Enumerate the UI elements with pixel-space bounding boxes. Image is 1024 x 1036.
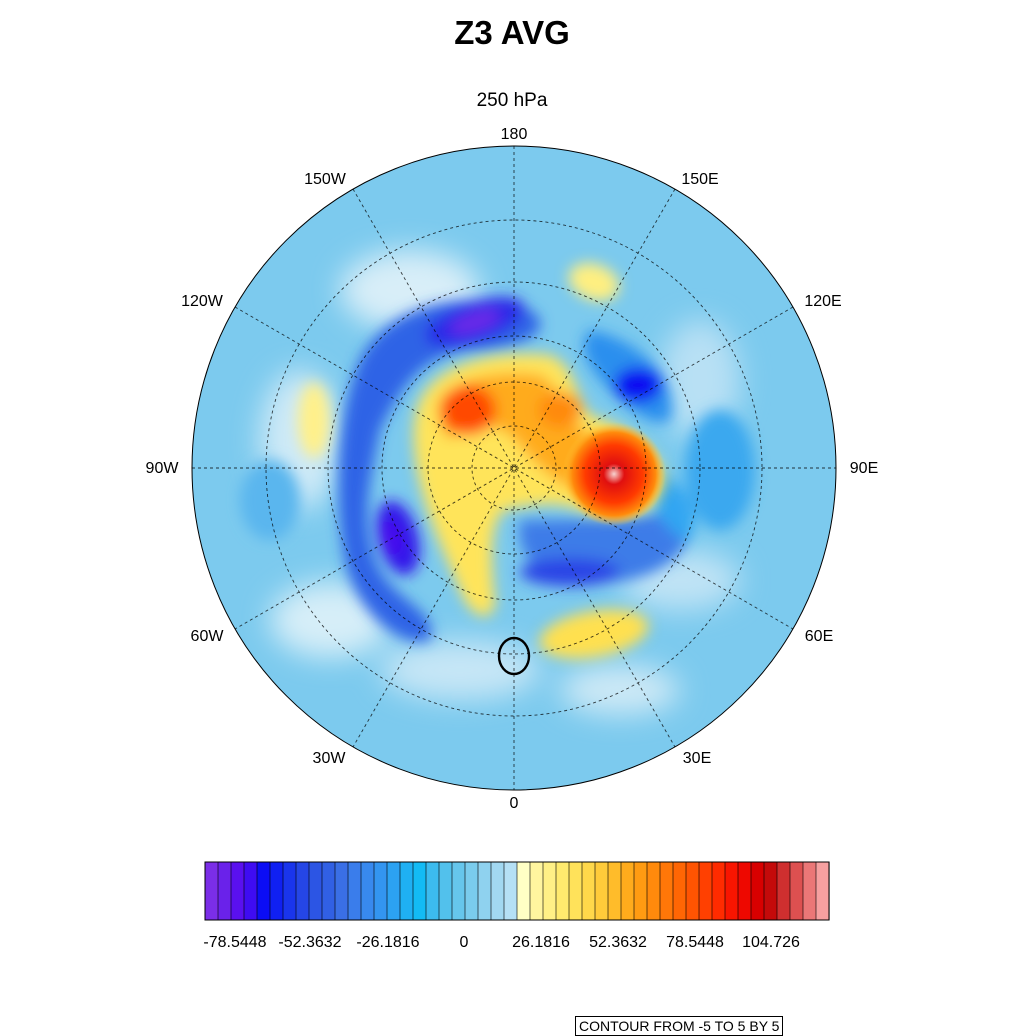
colorbar-swatch <box>724 861 739 921</box>
colorbar-tick-label: 52.3632 <box>589 934 647 951</box>
field-shading <box>192 146 836 790</box>
colorbar-swatch <box>776 861 791 921</box>
colorbar-swatch <box>802 861 817 921</box>
colorbar-swatch <box>295 861 310 921</box>
colorbar-swatch <box>438 861 453 921</box>
colorbar-swatch <box>672 861 687 921</box>
colorbar-tick-label: 104.726 <box>742 934 800 951</box>
zero-contour <box>497 636 531 676</box>
colorbar-swatch <box>399 861 414 921</box>
colorbar-swatch <box>750 861 765 921</box>
colorbar-swatch <box>711 861 726 921</box>
colorbar-swatch <box>503 861 518 921</box>
colorbar <box>204 861 830 921</box>
colorbar-swatch <box>646 861 661 921</box>
colorbar-swatch <box>568 861 583 921</box>
colorbar-swatch <box>789 861 804 921</box>
lon-label-120e: 120E <box>804 293 842 310</box>
map-border <box>191 145 837 791</box>
colorbar-swatch <box>594 861 609 921</box>
colorbar-swatch <box>204 861 219 921</box>
colorbar-swatch <box>256 861 271 921</box>
colorbar-swatch <box>737 861 752 921</box>
colorbar-swatch <box>425 861 440 921</box>
colorbar-tick-label: -26.1816 <box>356 934 420 951</box>
colorbar-swatch <box>217 861 232 921</box>
graticule <box>192 146 836 790</box>
colorbar-swatch <box>620 861 635 921</box>
lon-label-180: 180 <box>500 126 528 143</box>
colorbar-swatch <box>347 861 362 921</box>
colorbar-swatch <box>607 861 622 921</box>
colorbar-swatch <box>542 861 557 921</box>
subtitle: 250 hPa <box>476 90 548 111</box>
colorbar-swatch <box>685 861 700 921</box>
colorbar-swatch <box>555 861 570 921</box>
lon-label-30w: 30W <box>312 750 346 767</box>
main-title: Z3 AVG <box>454 14 570 51</box>
colorbar-swatch <box>477 861 492 921</box>
lon-label-90e: 90E <box>849 460 879 477</box>
contour-info: CONTOUR FROM -5 TO 5 BY 5 <box>575 1016 784 1036</box>
colorbar-swatch <box>659 861 674 921</box>
colorbar-swatch <box>763 861 778 921</box>
colorbar-swatch <box>373 861 388 921</box>
high-center <box>562 422 666 526</box>
colorbar-swatch <box>451 861 466 921</box>
colorbar-swatch <box>334 861 349 921</box>
colorbar-swatch <box>529 861 544 921</box>
colorbar-swatch <box>269 861 284 921</box>
colorbar-tick-label: 0 <box>459 934 469 951</box>
colorbar-swatch <box>360 861 375 921</box>
colorbar-swatch <box>230 861 245 921</box>
lon-label-0: 0 <box>509 795 519 812</box>
colorbar-swatch <box>490 861 505 921</box>
lon-label-120w: 120W <box>181 293 223 310</box>
colorbar-swatch <box>386 861 401 921</box>
negative-anomalies <box>240 297 755 642</box>
colorbar-border <box>204 861 830 921</box>
colorbar-swatch <box>321 861 336 921</box>
lon-label-150w: 150W <box>304 171 346 188</box>
lon-label-30e: 30E <box>682 750 712 767</box>
colorbar-swatch <box>633 861 648 921</box>
colorbar-swatch <box>282 861 297 921</box>
colorbar-swatch <box>581 861 596 921</box>
colorbar-swatch <box>698 861 713 921</box>
colorbar-swatch <box>464 861 479 921</box>
lon-label-150e: 150E <box>681 171 719 188</box>
lon-label-60e: 60E <box>804 628 834 645</box>
colorbar-tick-label: -78.5448 <box>203 934 267 951</box>
colorbar-swatch <box>412 861 427 921</box>
colorbar-tick-label: -52.3632 <box>278 934 342 951</box>
colorbar-tick-label: 78.5448 <box>666 934 724 951</box>
colorbar-swatch <box>308 861 323 921</box>
lon-label-90w: 90W <box>145 460 179 477</box>
colorbar-swatch <box>516 861 531 921</box>
lon-label-60w: 60W <box>190 628 224 645</box>
colorbar-tick-label: 26.1816 <box>512 934 570 951</box>
colorbar-swatch <box>815 861 830 921</box>
colorbar-swatch <box>243 861 258 921</box>
